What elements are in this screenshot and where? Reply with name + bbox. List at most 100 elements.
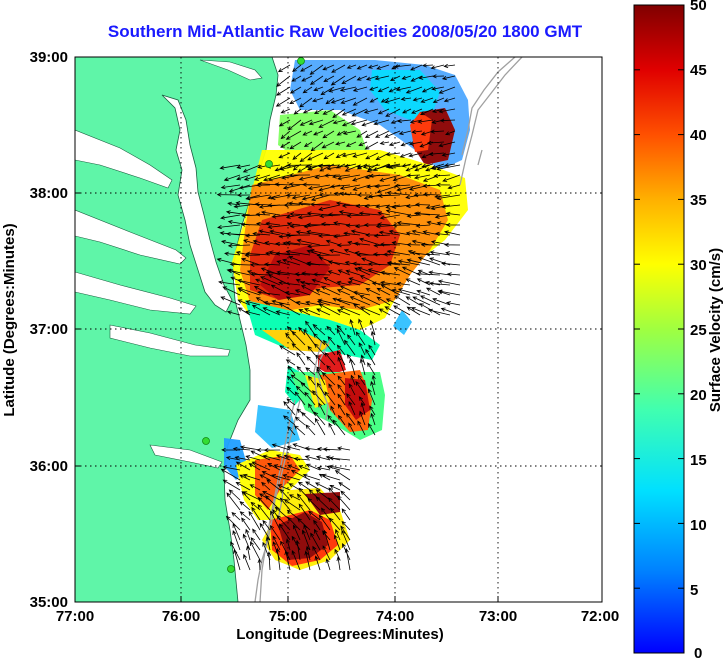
velocity-arrow	[392, 223, 411, 228]
velocity-arrow	[332, 419, 346, 436]
velocity-arrow	[380, 97, 390, 103]
velocity-arrow	[299, 152, 313, 163]
velocity-arrow	[259, 276, 281, 286]
velocity-arrow	[337, 446, 351, 451]
velocity-arrow	[345, 269, 361, 276]
velocity-arrow	[245, 528, 251, 541]
velocity-arrow	[426, 220, 441, 226]
velocity-arrow	[300, 280, 321, 286]
velocity-arrow	[289, 141, 302, 150]
velocity-arrow	[319, 213, 341, 219]
velocity-arrow	[388, 86, 401, 93]
velocity-arrow	[405, 86, 423, 94]
velocity-arrow	[280, 141, 291, 148]
velocity-arrow	[255, 212, 271, 217]
velocity-arrow	[229, 262, 251, 267]
velocity-arrow	[294, 272, 311, 277]
velocity-arrow	[220, 214, 241, 220]
velocity-arrow	[359, 410, 366, 426]
velocity-arrow	[367, 388, 376, 406]
velocity-arrow	[405, 164, 421, 172]
velocity-arrow	[397, 288, 421, 296]
velocity-arrow	[432, 97, 445, 103]
velocity-arrow	[336, 350, 346, 366]
velocity-arrow	[438, 141, 456, 148]
velocity-arrow	[432, 298, 451, 306]
velocity-arrow	[410, 75, 423, 82]
velocity-arrow	[302, 473, 321, 481]
velocity-arrow	[420, 242, 441, 247]
velocity-arrow	[416, 289, 431, 296]
y-axis-label: Latitude (Degrees:Minutes)	[1, 223, 18, 416]
velocity-arrow	[305, 424, 316, 436]
velocity-arrow	[337, 375, 346, 386]
y-tick-labels: 39:00 38:00 37:00 36:00 35:00	[30, 49, 68, 611]
velocity-arrow	[222, 479, 241, 491]
velocity-arrow	[301, 529, 311, 551]
velocity-arrow	[303, 524, 311, 541]
velocity-arrow	[333, 221, 351, 226]
velocity-arrow	[406, 258, 431, 266]
velocity-arrow	[345, 412, 356, 426]
velocity-arrow	[275, 251, 301, 256]
velocity-arrow	[216, 257, 241, 266]
velocity-arrow	[352, 174, 371, 182]
velocity-arrow	[302, 182, 321, 187]
velocity-arrow	[280, 540, 291, 561]
velocity-arrow	[336, 289, 351, 296]
velocity-arrow	[349, 318, 356, 336]
velocity-arrow	[325, 97, 335, 105]
velocity-arrow	[346, 213, 371, 218]
velocity-arrow	[315, 489, 331, 501]
velocity-arrow	[286, 375, 296, 386]
velocity-arrow	[307, 244, 331, 249]
velocity-arrow	[345, 141, 357, 147]
velocity-arrow	[285, 214, 301, 219]
velocity-arrow	[385, 163, 401, 168]
velocity-arrow	[332, 297, 351, 306]
velocity-arrow	[417, 256, 441, 266]
velocity-arrow	[371, 374, 376, 386]
velocity-arrow	[336, 309, 351, 316]
velocity-arrow	[401, 75, 412, 80]
velocity-arrow	[400, 96, 412, 101]
velocity-arrow	[343, 231, 361, 236]
velocity-arrow	[290, 469, 311, 481]
velocity-arrow	[434, 194, 451, 199]
velocity-arrow	[321, 372, 336, 386]
velocity-arrow	[344, 164, 361, 172]
velocity-arrow	[220, 184, 241, 190]
velocity-arrow	[330, 75, 346, 86]
velocity-arrow	[233, 549, 241, 571]
velocity-arrow	[300, 64, 313, 72]
velocity-arrow	[315, 455, 331, 461]
velocity-arrow	[406, 306, 421, 316]
velocity-arrow	[293, 456, 311, 462]
velocity-arrow	[285, 193, 301, 198]
velocity-arrow	[253, 174, 271, 181]
velocity-arrow	[237, 299, 251, 306]
velocity-arrow	[243, 553, 251, 571]
velocity-arrow	[334, 470, 351, 481]
velocity-arrow	[287, 426, 296, 436]
velocity-arrow	[365, 288, 381, 296]
velocity-arrow	[250, 537, 261, 551]
velocity-arrow	[352, 184, 371, 191]
velocity-arrow	[231, 511, 241, 521]
velocity-arrow	[344, 339, 356, 356]
velocity-arrow	[302, 108, 313, 114]
velocity-arrow	[417, 119, 434, 124]
velocity-arrow	[366, 164, 391, 173]
velocity-arrow	[285, 233, 311, 238]
velocity-arrow	[300, 382, 316, 396]
velocity-arrow	[259, 522, 271, 541]
velocity-arrow	[337, 495, 351, 511]
velocity-arrow	[324, 173, 341, 178]
velocity-arrow	[246, 545, 251, 561]
velocity-arrow	[422, 63, 434, 68]
velocity-arrow	[237, 278, 261, 286]
velocity-arrow	[312, 97, 324, 103]
velocity-arrow	[364, 204, 381, 209]
velocity-arrow	[248, 510, 261, 531]
